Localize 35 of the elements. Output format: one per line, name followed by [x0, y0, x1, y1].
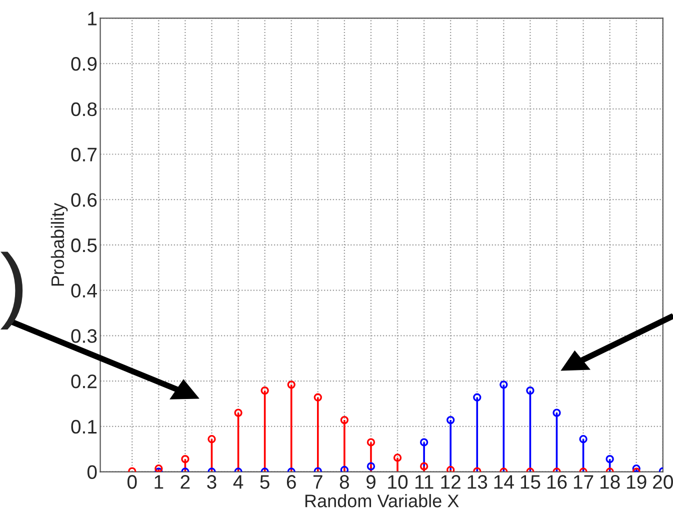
- x-tick-label: 3: [207, 475, 216, 489]
- text: ): [0, 252, 23, 330]
- x-tick-label: 9: [366, 475, 376, 489]
- y-tick-label: 0.8: [71, 102, 97, 116]
- x-tick-label: 13: [468, 475, 488, 489]
- y-tick-label: 0.6: [71, 193, 97, 207]
- x-tick-label: 16: [547, 475, 567, 489]
- y-tick-label: 0.2: [71, 374, 97, 388]
- y-tick-label: 0.9: [71, 56, 97, 71]
- y-tick-label: 0: [87, 465, 97, 480]
- x-tick-label: 18: [600, 475, 620, 489]
- y-tick-label: 0.4: [71, 284, 97, 298]
- x-tick-label: 4: [233, 475, 244, 489]
- x-tick-label: 10: [388, 475, 408, 489]
- y-tick-label: 0.5: [71, 238, 97, 252]
- x-tick-label: 8: [340, 475, 349, 489]
- y-axis-title: Probability: [50, 202, 68, 286]
- y-tick-label: 1: [88, 12, 97, 26]
- x-tick-label: 20: [653, 475, 673, 489]
- x-tick-label: 15: [520, 475, 540, 489]
- x-tick-label: 7: [313, 475, 322, 489]
- x-tick-label: 6: [286, 475, 296, 489]
- y-tick-label: 0.3: [71, 329, 97, 343]
- x-tick-label: 5: [260, 475, 270, 489]
- x-tick-label: 11: [415, 475, 434, 489]
- x-tick-label: 17: [574, 475, 594, 489]
- x-tick-label: 14: [494, 475, 514, 489]
- x-tick-label: 0: [127, 475, 137, 489]
- x-tick-label: 19: [627, 475, 646, 489]
- x-tick-label: 1: [154, 475, 164, 489]
- y-tick-label: 0.1: [71, 420, 97, 434]
- x-axis-title: Random Variable X: [305, 494, 459, 508]
- y-tick-label: 0.7: [71, 148, 97, 162]
- x-tick-label: 12: [441, 475, 460, 489]
- x-tick-label: 2: [180, 475, 190, 489]
